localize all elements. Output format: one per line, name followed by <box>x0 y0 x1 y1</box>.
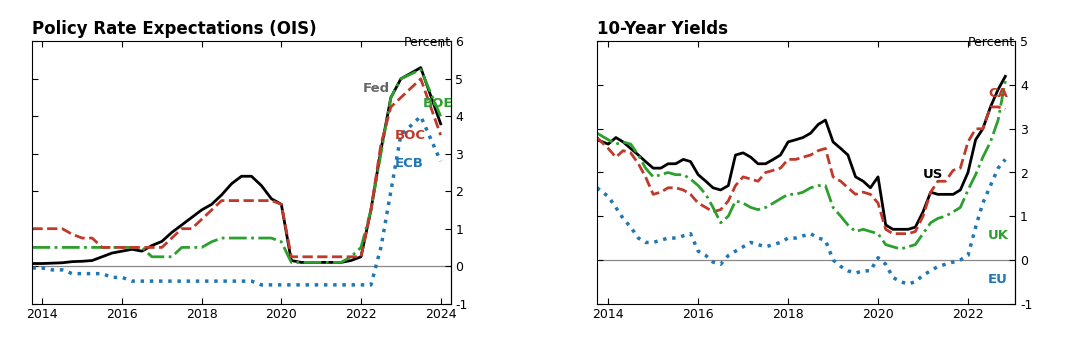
Text: EU: EU <box>988 273 1008 286</box>
Text: BOC: BOC <box>395 129 426 141</box>
Text: CA: CA <box>988 87 1008 100</box>
Text: 10-Year Yields: 10-Year Yields <box>597 20 728 38</box>
Text: Fed: Fed <box>363 82 390 95</box>
Text: ECB: ECB <box>395 157 423 170</box>
Text: BOE: BOE <box>422 97 454 110</box>
Text: US: US <box>923 168 944 181</box>
Y-axis label: Percent: Percent <box>404 36 450 49</box>
Text: Policy Rate Expectations (OIS): Policy Rate Expectations (OIS) <box>32 20 318 38</box>
Y-axis label: Percent: Percent <box>968 36 1015 49</box>
Text: UK: UK <box>988 229 1009 243</box>
